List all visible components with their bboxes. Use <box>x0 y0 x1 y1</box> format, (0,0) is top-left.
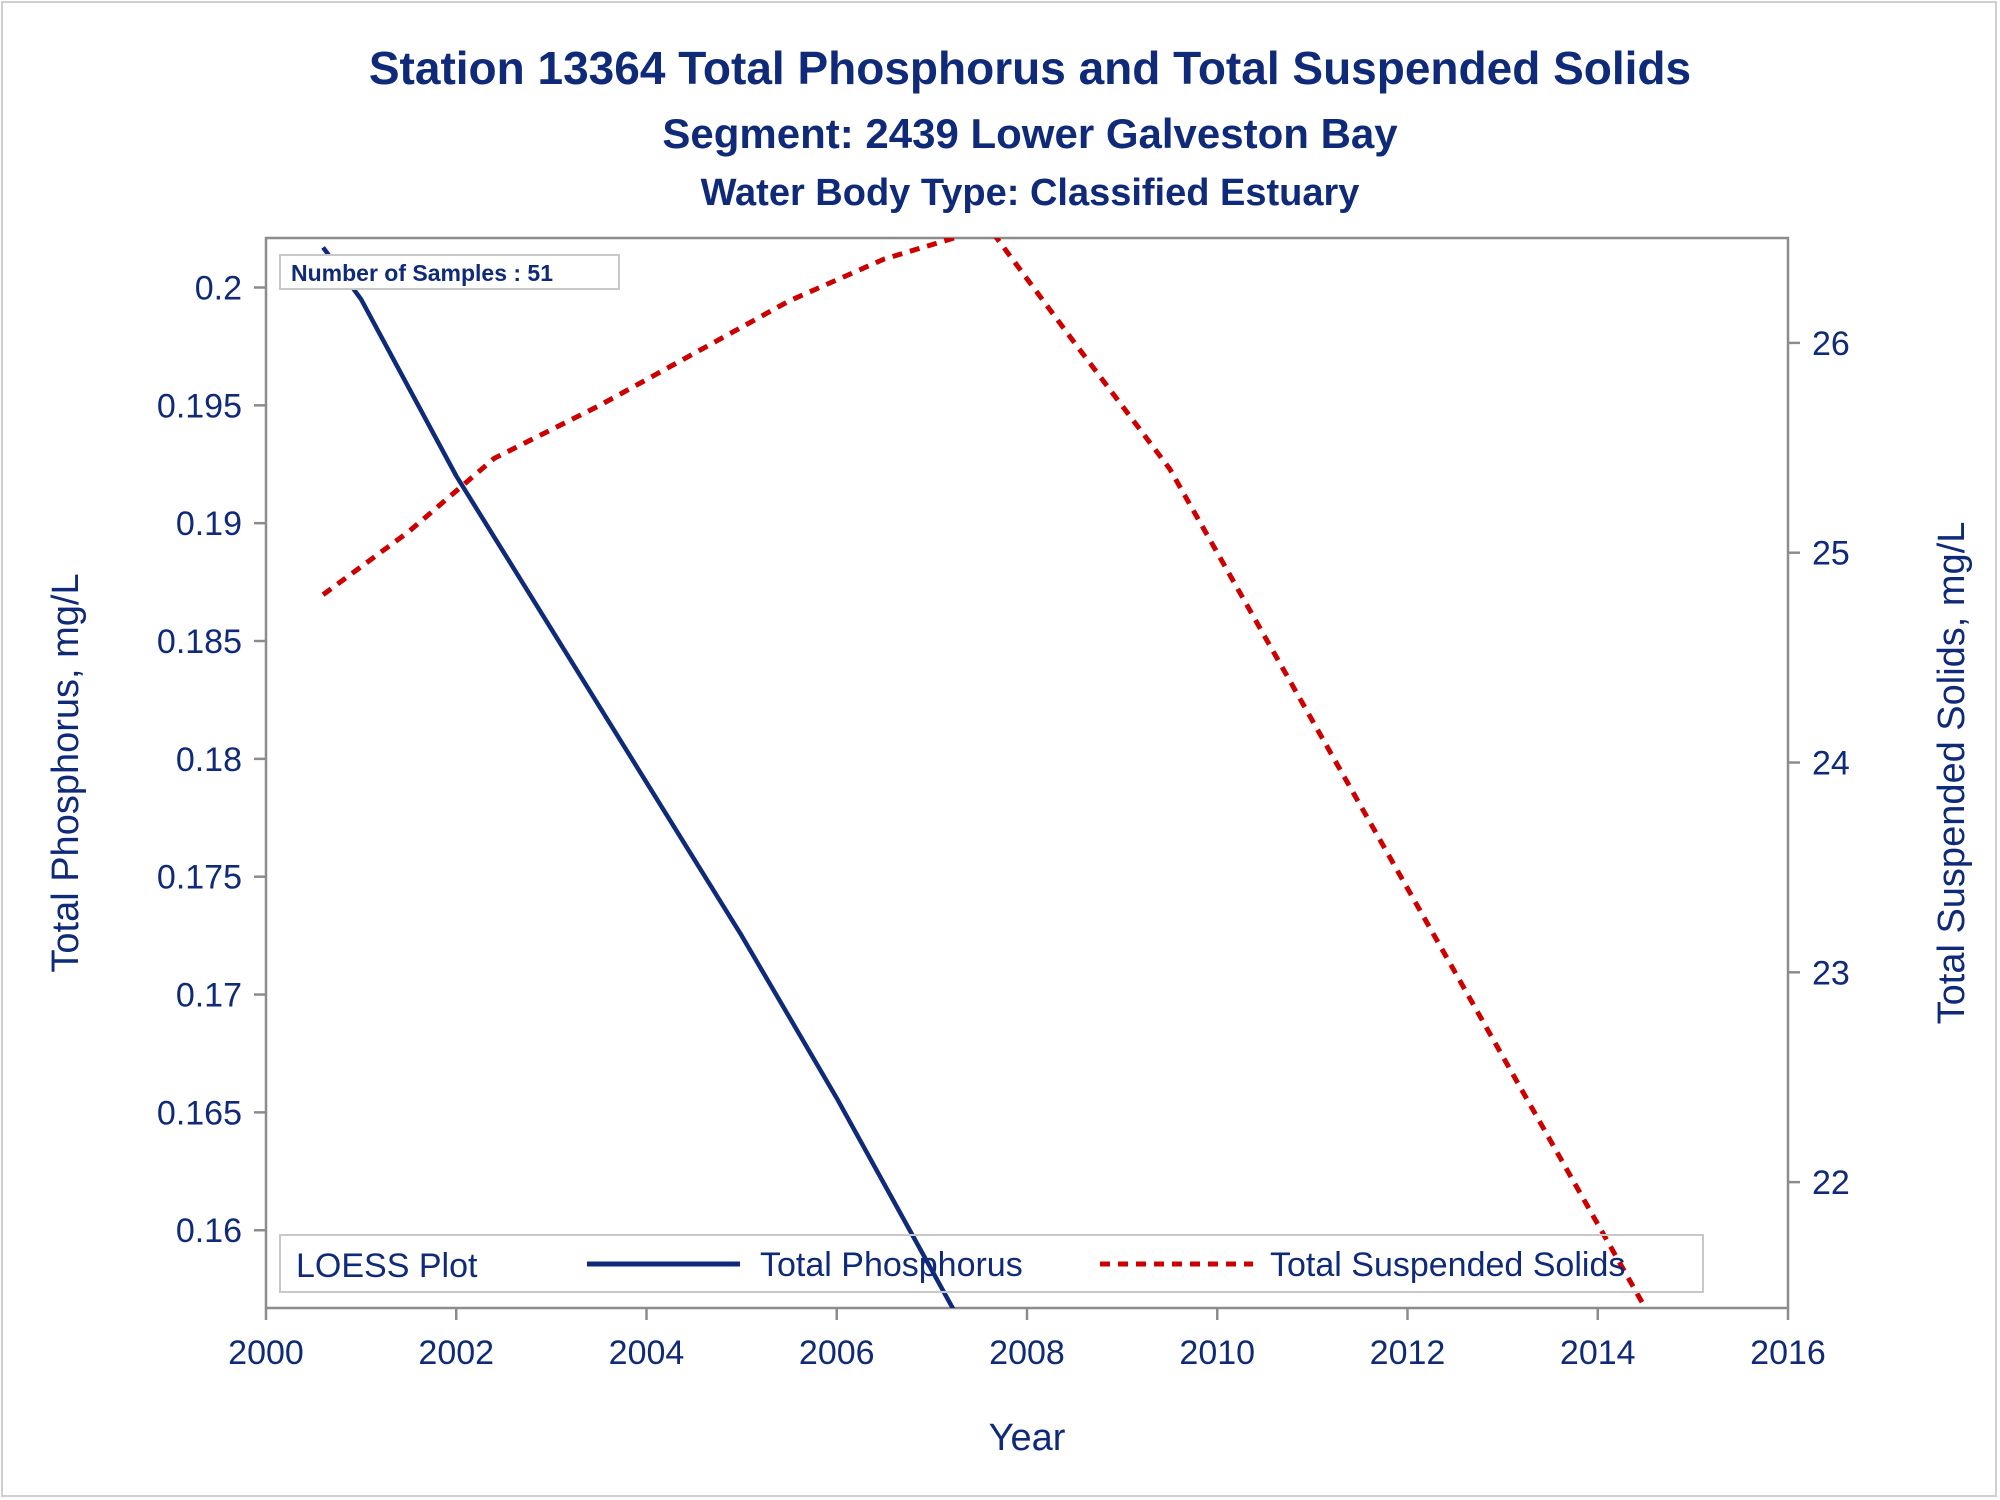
x-tick-label: 2014 <box>1560 1334 1636 1372</box>
x-tick-label: 2016 <box>1750 1334 1826 1372</box>
sample-count-label: Number of Samples : 51 <box>291 260 553 286</box>
chart-title: Station 13364 Total Phosphorus and Total… <box>369 42 1691 94</box>
legend-box <box>279 1234 1704 1293</box>
chart-subtitle: Segment: 2439 Lower Galveston Bay <box>662 110 1398 157</box>
y-right-tick-label: 22 <box>1812 1164 1850 1202</box>
x-tick-label: 2012 <box>1370 1334 1446 1372</box>
y-left-tick-label: 0.18 <box>176 741 242 779</box>
x-axis-label: Year <box>989 1417 1066 1459</box>
y-left-tick-label: 0.16 <box>176 1212 242 1250</box>
y-axis-right: 22 23 24 25 26 <box>1788 325 1850 1202</box>
y-left-tick-label: 0.19 <box>176 505 242 543</box>
y-right-tick-label: 24 <box>1812 745 1850 783</box>
chart-subtitle-2: Water Body Type: Classified Estuary <box>701 172 1360 214</box>
series-line-tss <box>321 238 1649 1308</box>
x-tick-label: 2008 <box>989 1334 1065 1372</box>
series-line-phosphorus <box>321 246 956 1308</box>
y-right-tick-label: 23 <box>1812 954 1850 992</box>
y-right-tick-label: 25 <box>1812 535 1850 573</box>
y-axis-left-label: Total Phosphorus, mg/L <box>45 573 87 972</box>
y-left-tick-label: 0.175 <box>157 859 242 897</box>
x-axis: 2000 2002 2004 2006 2008 2010 2012 2014 2016 <box>228 1308 1826 1372</box>
legend-title: LOESS Plot <box>296 1247 478 1285</box>
series-group <box>321 238 1649 1308</box>
legend-label-tss: Total Suspended Solids <box>1270 1246 1625 1284</box>
x-tick-label: 2006 <box>799 1334 875 1372</box>
y-left-tick-label: 0.195 <box>157 387 242 425</box>
x-tick-label: 2010 <box>1179 1334 1255 1372</box>
y-right-tick-label: 26 <box>1812 325 1850 363</box>
y-left-tick-label: 0.165 <box>157 1094 242 1132</box>
y-axis-left: 0.16 0.165 0.17 0.175 0.18 0.185 0.19 0.195 0.2 <box>157 269 266 1250</box>
y-left-tick-label: 0.17 <box>176 977 242 1015</box>
y-left-tick-label: 0.185 <box>157 623 242 661</box>
x-tick-label: 2004 <box>609 1334 685 1372</box>
sample-count-box <box>279 254 620 290</box>
y-left-tick-label: 0.2 <box>195 269 242 307</box>
x-tick-label: 2000 <box>228 1334 304 1372</box>
legend-label-phosphorus: Total Phosphorus <box>760 1246 1023 1284</box>
plot-area <box>264 236 1790 1310</box>
x-tick-label: 2002 <box>418 1334 494 1372</box>
y-axis-right-label: Total Suspended Solids, mg/L <box>1931 522 1973 1025</box>
